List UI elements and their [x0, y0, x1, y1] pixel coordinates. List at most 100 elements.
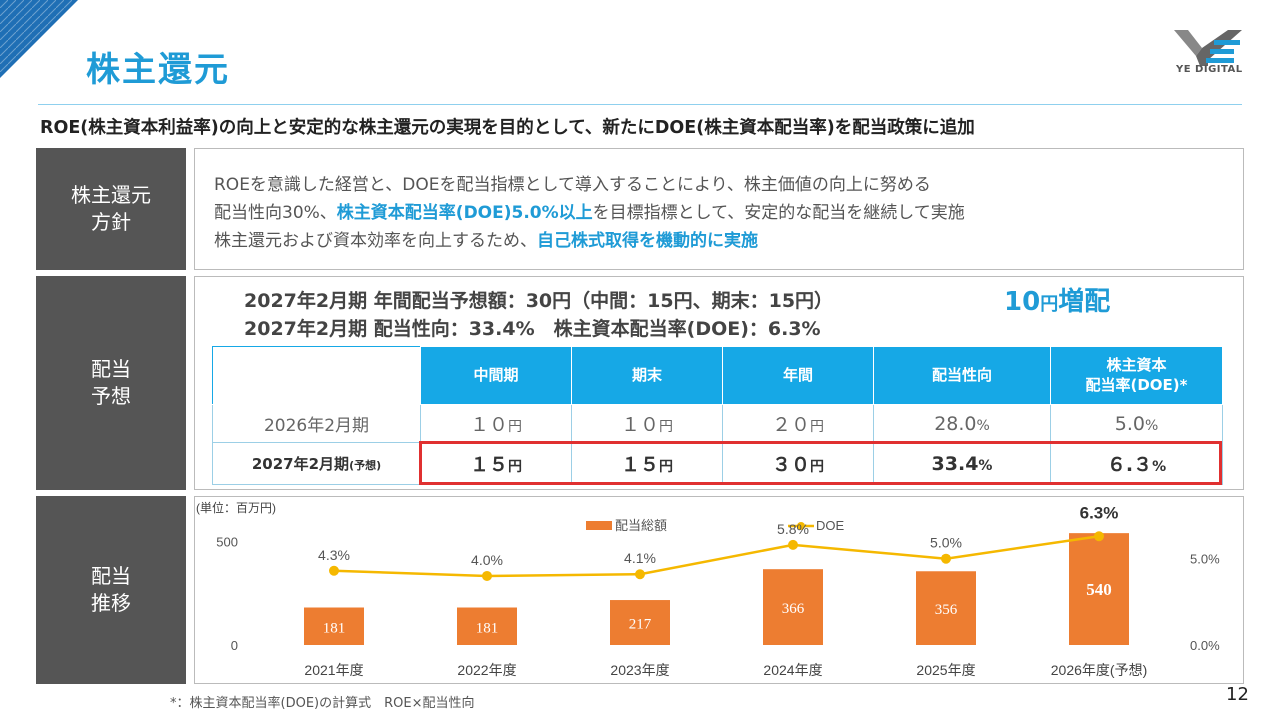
- row-label-2027: 2027年2月期(予想): [212, 442, 421, 485]
- doe-point: [1094, 531, 1104, 542]
- cell-value: １５: [469, 454, 508, 476]
- table-cell: 28.0%: [873, 404, 1051, 443]
- row-label-text: 2027年2月期: [251, 455, 350, 473]
- cell-value: ３０: [771, 454, 810, 476]
- cell-unit: 円: [659, 419, 673, 435]
- x-axis-category: 2023年度: [610, 662, 669, 678]
- col-header-doe: 株主資本 配当率(DOE)*: [1050, 346, 1223, 405]
- table-cell: ２０円: [722, 404, 874, 443]
- bar-dividend-total: [763, 569, 823, 645]
- doe-data-label: 5.8%: [777, 521, 809, 537]
- bar-dividend-total: [1069, 533, 1129, 645]
- chart-unit-label: (単位：百万円): [196, 500, 276, 515]
- legend-bar-label: 配当総額: [615, 518, 667, 533]
- table-cell: １５円: [571, 442, 723, 485]
- table-cell: ３０円: [722, 442, 874, 485]
- corner-decoration: [0, 0, 78, 78]
- cell-value: ２０: [771, 414, 810, 436]
- table-cell: ６.３%: [1050, 442, 1223, 485]
- doe-line: [333, 535, 1100, 578]
- policy-line-2-highlight: 株主資本配当率(DOE)5.0%以上: [336, 203, 593, 223]
- doe-point: [941, 553, 951, 564]
- doe-data-label: 6.3%: [1080, 503, 1119, 522]
- doe-point: [482, 570, 492, 581]
- x-axis-category: 2024年度: [763, 662, 822, 678]
- dividend-trend-chart: (単位：百万円) 配当総額 DOE 500 0 5.0% 0.0% 181 181 217 366 3…: [196, 500, 1220, 678]
- bar-data-label: 540: [1086, 580, 1112, 599]
- policy-panel: [194, 148, 1244, 270]
- cell-unit: 円: [810, 419, 824, 435]
- left-axis-tick: 500: [216, 534, 238, 549]
- increase-unit: 円: [1040, 294, 1059, 315]
- section-label-forecast: 配当 予想: [36, 276, 186, 490]
- section-label-policy: 株主還元 方針: [36, 148, 186, 270]
- table-cell: １０円: [571, 404, 723, 443]
- section-label-forecast-text: 配当 予想: [91, 357, 131, 408]
- bar-data-label: 181: [476, 620, 499, 636]
- footnote: *：株主資本配当率(DOE)の計算式 ROE×配当性向: [170, 696, 475, 711]
- bar-data-label: 366: [782, 601, 805, 617]
- cell-unit: 円: [810, 459, 824, 475]
- doe-point: [635, 569, 645, 580]
- row-label-text: 2026年2月期: [263, 416, 370, 436]
- cell-value: １０: [620, 414, 659, 436]
- col-header-interim: 中間期: [420, 346, 572, 405]
- page-number: 12: [1226, 684, 1249, 705]
- x-axis-category: 2026年度(予想): [1051, 662, 1147, 678]
- table-row: 2027年2月期(予想) １５円 １５円 ３０円 33.4% ６.３%: [212, 442, 1223, 485]
- bar-dividend-total: [916, 571, 976, 645]
- forecast-line-1: 2027年2月期 年間配当予想額：30円（中間：15円、期末：15円）: [244, 290, 834, 312]
- increase-label: 増配: [1058, 287, 1111, 317]
- cell-value: 33.4: [931, 452, 979, 475]
- cell-unit: %: [1144, 417, 1159, 434]
- cell-unit: 円: [508, 459, 522, 475]
- table-corner: [212, 346, 421, 405]
- policy-line-1: ROEを意識した経営と、DOEを配当指標として導入することにより、株主価値の向上…: [214, 175, 931, 195]
- header-divider: [38, 104, 1242, 105]
- doe-point: [329, 565, 339, 576]
- cell-value: 28.0: [934, 412, 977, 435]
- cell-value: １５: [620, 454, 659, 476]
- policy-line-2-b: を目標指標として、安定的な配当を継続して実施: [592, 203, 965, 223]
- row-label-2026: 2026年2月期: [212, 404, 421, 443]
- increase-number: 10: [1004, 287, 1041, 317]
- cell-unit: %: [978, 457, 993, 474]
- col-header-annual: 年間: [722, 346, 874, 405]
- cell-value: 5.0: [1114, 412, 1145, 435]
- x-axis-category: 2021年度: [304, 662, 363, 678]
- bar-data-label: 181: [323, 620, 346, 636]
- bar-data-label: 356: [935, 602, 958, 618]
- bar-dividend-total: [610, 600, 670, 645]
- doe-data-label: 4.1%: [624, 550, 656, 566]
- policy-line-2-a: 配当性向30%、: [214, 203, 337, 223]
- legend-bar-swatch: [586, 521, 612, 530]
- right-axis-tick: 0.0%: [1190, 638, 1220, 653]
- section-label-policy-text: 株主還元 方針: [71, 183, 151, 234]
- bar-dividend-total: [457, 607, 517, 645]
- section-label-trend: 配当 推移: [36, 496, 186, 684]
- row-label-small: (予想): [349, 459, 382, 472]
- table-cell: １５円: [420, 442, 572, 485]
- logo-text: YE DIGITAL: [1176, 64, 1243, 75]
- bar-dividend-total: [304, 607, 364, 645]
- cell-unit: 円: [508, 419, 522, 435]
- table-cell: 5.0%: [1050, 404, 1223, 443]
- table-cell: １０円: [420, 404, 572, 443]
- doe-data-label: 5.0%: [930, 535, 962, 551]
- section-label-trend-text: 配当 推移: [91, 564, 131, 615]
- bar-data-label: 217: [629, 617, 652, 633]
- cell-unit: %: [1152, 459, 1167, 475]
- cell-value: ６.３: [1106, 454, 1153, 476]
- cell-value: １０: [469, 414, 508, 436]
- page-title: 株主還元: [86, 50, 230, 90]
- table-row: 2026年2月期 １０円 １０円 ２０円 28.0% 5.0%: [212, 404, 1223, 443]
- policy-line-3-highlight: 自己株式取得を機動的に実施: [537, 231, 758, 251]
- policy-line-2: 配当性向30%、株主資本配当率(DOE)5.0%以上を目標指標として、安定的な配…: [214, 198, 965, 223]
- right-axis-tick: 5.0%: [1190, 552, 1220, 567]
- policy-line-3-a: 株主還元および資本効率を向上するため、: [214, 231, 537, 251]
- doe-point: [788, 539, 798, 550]
- cell-unit: %: [976, 417, 990, 434]
- forecast-line-2: 2027年2月期 配当性向：33.4% 株主資本配当率(DOE)：6.3%: [244, 318, 821, 340]
- policy-line-3: 株主還元および資本効率を向上するため、自己株式取得を機動的に実施: [214, 226, 758, 251]
- doe-data-label: 4.3%: [318, 547, 350, 563]
